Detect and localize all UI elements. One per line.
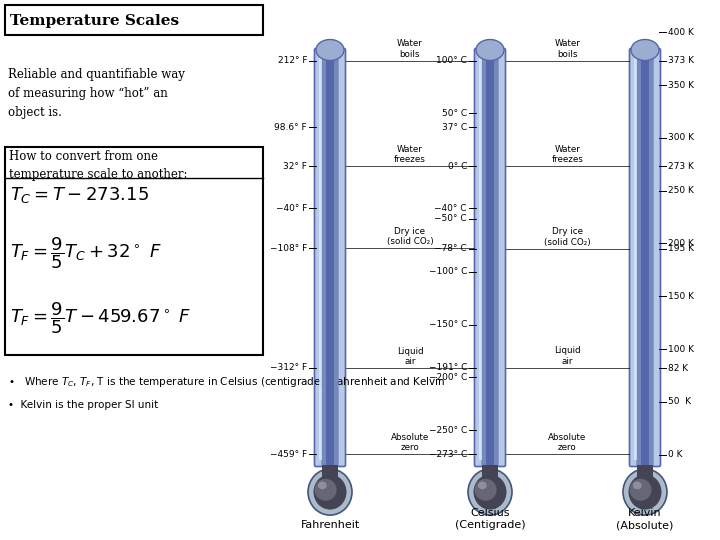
Text: •   Where $T_C$, $T_F$, T is the temperature in Celsius (centigrade), Fahrenheit: • Where $T_C$, $T_F$, T is the temperatu… <box>8 375 446 389</box>
Text: Absolute
zero: Absolute zero <box>549 433 587 453</box>
Bar <box>319 55 323 460</box>
Bar <box>486 50 494 465</box>
Ellipse shape <box>476 39 504 60</box>
Text: $T_C = T - 273.15$: $T_C = T - 273.15$ <box>10 185 149 205</box>
Ellipse shape <box>631 39 659 60</box>
Text: 273 K: 273 K <box>668 162 694 171</box>
Text: 50  K: 50 K <box>668 397 691 406</box>
Ellipse shape <box>308 469 352 515</box>
Text: −40° F: −40° F <box>276 204 307 213</box>
Text: 82 K: 82 K <box>668 363 688 373</box>
Text: Dry ice
(solid CO₂): Dry ice (solid CO₂) <box>387 227 433 246</box>
Text: 98.6° F: 98.6° F <box>274 123 307 132</box>
Text: 0° C: 0° C <box>448 161 467 171</box>
FancyBboxPatch shape <box>481 49 499 466</box>
Ellipse shape <box>474 475 506 510</box>
Ellipse shape <box>316 39 344 60</box>
Ellipse shape <box>478 482 487 489</box>
Text: 0 K: 0 K <box>668 450 683 459</box>
Text: 32° F: 32° F <box>283 161 307 171</box>
Text: Water
boils: Water boils <box>554 39 580 58</box>
Text: Liquid
air: Liquid air <box>554 347 581 366</box>
Ellipse shape <box>629 479 652 501</box>
Text: −312° F: −312° F <box>270 363 307 373</box>
Ellipse shape <box>474 479 497 501</box>
Text: −459° F: −459° F <box>270 450 307 458</box>
Text: 150 K: 150 K <box>668 292 694 301</box>
Text: Dry ice
(solid CO₂): Dry ice (solid CO₂) <box>544 227 591 247</box>
Text: −191° C: −191° C <box>428 363 467 373</box>
Text: 100 K: 100 K <box>668 345 694 354</box>
Text: −108° F: −108° F <box>270 244 307 253</box>
Text: Fahrenheit: Fahrenheit <box>300 520 359 530</box>
Text: Temperature Scales: Temperature Scales <box>10 14 179 28</box>
Text: −200° C: −200° C <box>428 373 467 382</box>
Ellipse shape <box>313 475 346 510</box>
Text: 373 K: 373 K <box>668 56 694 65</box>
Text: 250 K: 250 K <box>668 186 694 195</box>
Text: Water
freezes: Water freezes <box>394 145 426 164</box>
Text: $T_F = \dfrac{9}{5}T_C + 32^\circ\ F$: $T_F = \dfrac{9}{5}T_C + 32^\circ\ F$ <box>10 235 162 271</box>
FancyBboxPatch shape <box>321 49 338 466</box>
Ellipse shape <box>633 482 642 489</box>
Text: 350 K: 350 K <box>668 80 694 90</box>
Text: 300 K: 300 K <box>668 133 694 143</box>
Text: Water
freezes: Water freezes <box>552 145 583 164</box>
Text: •  Kelvin is the proper SI unit: • Kelvin is the proper SI unit <box>8 400 158 410</box>
Text: −250° C: −250° C <box>428 426 467 435</box>
Text: −50° C: −50° C <box>434 214 467 224</box>
Bar <box>634 55 637 460</box>
Text: 212° F: 212° F <box>277 56 307 65</box>
Bar <box>5 5 263 35</box>
Text: Water
boils: Water boils <box>397 39 423 58</box>
Text: 200 K: 200 K <box>668 239 694 248</box>
Text: −273° C: −273° C <box>428 450 467 459</box>
Bar <box>325 50 334 465</box>
FancyBboxPatch shape <box>474 49 505 467</box>
Ellipse shape <box>623 469 667 515</box>
Text: Reliable and quantifiable way
of measuring how “hot” an
object is.: Reliable and quantifiable way of measuri… <box>8 68 185 119</box>
Text: 37° C: 37° C <box>442 123 467 132</box>
Text: 195 K: 195 K <box>668 244 694 253</box>
Bar <box>479 55 482 460</box>
Text: Liquid
air: Liquid air <box>397 347 423 366</box>
Text: How to convert from one
temperature scale to another:: How to convert from one temperature scal… <box>9 150 187 181</box>
Text: $T_F = \dfrac{9}{5}T - 459.67^\circ\ F$: $T_F = \dfrac{9}{5}T - 459.67^\circ\ F$ <box>10 300 192 336</box>
Ellipse shape <box>318 482 327 489</box>
Text: −100° C: −100° C <box>428 267 467 276</box>
Bar <box>641 50 649 465</box>
Text: Absolute
zero: Absolute zero <box>391 433 429 452</box>
FancyBboxPatch shape <box>636 49 654 466</box>
Ellipse shape <box>468 469 512 515</box>
Text: 400 K: 400 K <box>668 28 694 37</box>
Text: Kelvin
(Absolute): Kelvin (Absolute) <box>616 508 674 530</box>
Bar <box>5 147 263 355</box>
Text: 100° C: 100° C <box>436 56 467 65</box>
FancyBboxPatch shape <box>315 49 346 467</box>
Ellipse shape <box>629 475 662 510</box>
Bar <box>482 465 498 492</box>
Ellipse shape <box>315 479 337 501</box>
Text: −40° C: −40° C <box>434 204 467 213</box>
Bar <box>323 465 338 492</box>
Text: 50° C: 50° C <box>442 109 467 118</box>
Text: Celsius
(Centigrade): Celsius (Centigrade) <box>455 508 526 530</box>
FancyBboxPatch shape <box>629 49 660 467</box>
Text: −78° C: −78° C <box>434 244 467 253</box>
Bar <box>637 465 653 492</box>
Text: −150° C: −150° C <box>428 320 467 329</box>
